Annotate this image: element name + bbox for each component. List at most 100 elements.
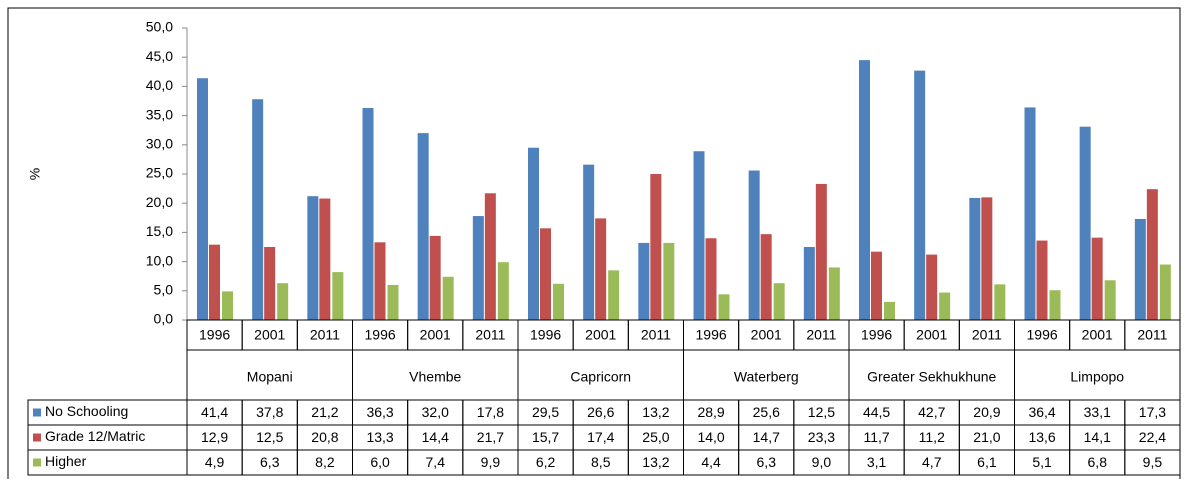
legend-swatch (33, 433, 41, 442)
table-value: 20,8 (311, 429, 338, 445)
x-tick-label: 2001 (420, 327, 451, 343)
x-tick-label: 1996 (861, 327, 892, 343)
y-tick-label: 40,0 (146, 77, 173, 93)
bar (1146, 189, 1158, 320)
bar (252, 99, 264, 320)
chart-border (7, 7, 1181, 484)
group-label: Mopani (247, 369, 293, 385)
bar (693, 151, 705, 320)
bar (981, 197, 993, 320)
bar (859, 60, 870, 321)
table-value: 9,9 (481, 454, 501, 470)
table-value: 8,2 (315, 454, 335, 470)
y-tick-label: 50,0 (146, 19, 173, 35)
table-value: 9,0 (812, 454, 832, 470)
table-value: 5,1 (1032, 454, 1052, 470)
bar (705, 238, 717, 320)
table-value: 25,6 (753, 404, 780, 420)
bar (926, 254, 938, 320)
table-value: 6,2 (536, 454, 556, 470)
table-value: 29,5 (532, 404, 559, 420)
table-value: 6,1 (977, 454, 997, 470)
bar (374, 242, 386, 320)
bar (1091, 237, 1103, 320)
x-tick-label: 2001 (254, 327, 285, 343)
table-value: 14,1 (1084, 429, 1111, 445)
x-tick-label: 1996 (365, 327, 396, 343)
x-tick-label: 2011 (475, 327, 505, 343)
bar (595, 218, 607, 320)
bar (773, 283, 785, 320)
table-value: 12,5 (808, 404, 835, 420)
bar (1079, 126, 1091, 320)
table-value: 11,7 (863, 429, 889, 445)
bar (442, 276, 454, 320)
bar (650, 174, 662, 320)
table-value: 22,4 (1139, 429, 1166, 445)
table-value: 32,0 (422, 404, 449, 420)
table-value: 14,7 (753, 429, 780, 445)
bar (417, 133, 429, 320)
table-value: 13,3 (366, 429, 393, 445)
bar (871, 251, 882, 320)
table-value: 6,8 (1088, 454, 1108, 470)
bar (663, 242, 675, 320)
bar (1134, 218, 1146, 320)
bar (748, 170, 760, 320)
y-tick-label: 15,0 (146, 223, 173, 239)
x-tick-label: 2001 (916, 327, 947, 343)
table-value: 25,0 (642, 429, 669, 445)
table-value: 4,7 (922, 454, 942, 470)
group-label: Vhembe (409, 369, 461, 385)
bar (197, 78, 208, 320)
table-value: 42,7 (918, 404, 945, 420)
group-label: Waterberg (734, 369, 799, 385)
table-value: 4,9 (205, 454, 225, 470)
x-tick-label: 2011 (806, 327, 836, 343)
table-value: 21,7 (477, 429, 504, 445)
y-tick-label: 5,0 (154, 282, 174, 298)
table-value: 12,9 (201, 429, 228, 445)
x-tick-label: 2001 (1082, 327, 1113, 343)
table-value: 26,6 (587, 404, 614, 420)
table-value: 15,7 (532, 429, 559, 445)
bar (939, 292, 951, 320)
y-tick-label: 30,0 (146, 136, 173, 152)
bar (472, 216, 484, 320)
table-value: 36,4 (1028, 404, 1055, 420)
table-value: 20,9 (973, 404, 1000, 420)
table-value: 36,3 (366, 404, 393, 420)
x-tick-label: 1996 (199, 327, 230, 343)
bar (540, 228, 551, 320)
bar (718, 294, 730, 320)
table-value: 17,3 (1139, 404, 1166, 420)
table-value: 6,3 (260, 454, 280, 470)
bar (914, 70, 926, 321)
table-value: 21,2 (311, 404, 338, 420)
x-tick-label: 2011 (641, 327, 671, 343)
legend-label: Higher (45, 453, 87, 469)
group-label: Limpopo (1070, 369, 1124, 385)
table-value: 4,4 (701, 454, 721, 470)
bar (277, 283, 289, 320)
bar (608, 270, 620, 320)
table-value: 12,5 (256, 429, 283, 445)
bar (319, 198, 331, 320)
bar (994, 284, 1006, 320)
table-value: 6,3 (757, 454, 777, 470)
bar (760, 234, 772, 320)
y-axis-label: % (27, 168, 43, 180)
table-value: 23,3 (808, 429, 835, 445)
table-value: 37,8 (256, 404, 283, 420)
table-value: 13,6 (1028, 429, 1055, 445)
table-cell (1124, 449, 1181, 476)
bar (1049, 290, 1061, 320)
bar (553, 283, 564, 320)
table-value: 41,4 (201, 404, 228, 420)
bar (1159, 264, 1171, 320)
table-value: 17,4 (587, 429, 614, 445)
bar (222, 291, 233, 320)
bar (1036, 240, 1048, 320)
x-tick-label: 1996 (530, 327, 561, 343)
